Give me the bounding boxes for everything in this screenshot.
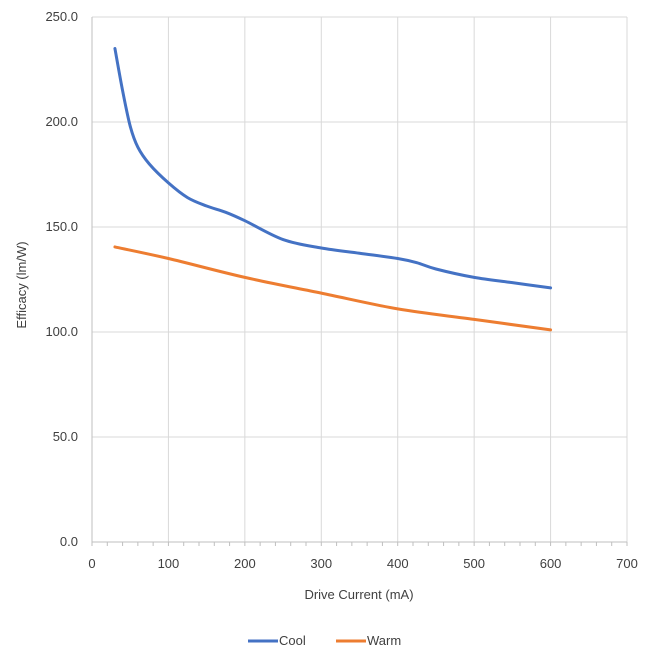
legend: Cool Warm — [248, 633, 401, 648]
series-line-cool — [113, 47, 553, 290]
y-tick-label: 150.0 — [45, 219, 78, 234]
x-tick-label: 500 — [463, 556, 485, 571]
x-tick-label: 400 — [387, 556, 409, 571]
y-tick-label: 0.0 — [60, 534, 78, 549]
y-tick-label: 50.0 — [53, 429, 78, 444]
x-tick-label: 600 — [540, 556, 562, 571]
axes — [91, 17, 628, 546]
gridlines — [92, 16, 628, 542]
x-tick-label: 100 — [158, 556, 180, 571]
series-line-warm — [113, 245, 553, 332]
legend-label: Warm — [367, 633, 401, 648]
y-tick-label: 250.0 — [45, 9, 78, 24]
tick-labels: 0 100 200 300 400 500 600 700 0.0 50.0 100.0 150.0 2… — [45, 9, 637, 571]
x-tick-label: 300 — [310, 556, 332, 571]
x-tick-label: 700 — [616, 556, 638, 571]
series-lines — [113, 47, 553, 332]
legend-item-cool: Cool — [248, 633, 306, 648]
y-tick-label: 200.0 — [45, 114, 78, 129]
legend-item-warm: Warm — [336, 633, 401, 648]
x-tick-label: 0 — [88, 556, 95, 571]
x-tick-label: 200 — [234, 556, 256, 571]
y-axis-label: Efficacy (lm/W) — [14, 241, 29, 328]
x-axis-label: Drive Current (mA) — [304, 587, 413, 602]
legend-label: Cool — [279, 633, 306, 648]
y-tick-label: 100.0 — [45, 324, 78, 339]
